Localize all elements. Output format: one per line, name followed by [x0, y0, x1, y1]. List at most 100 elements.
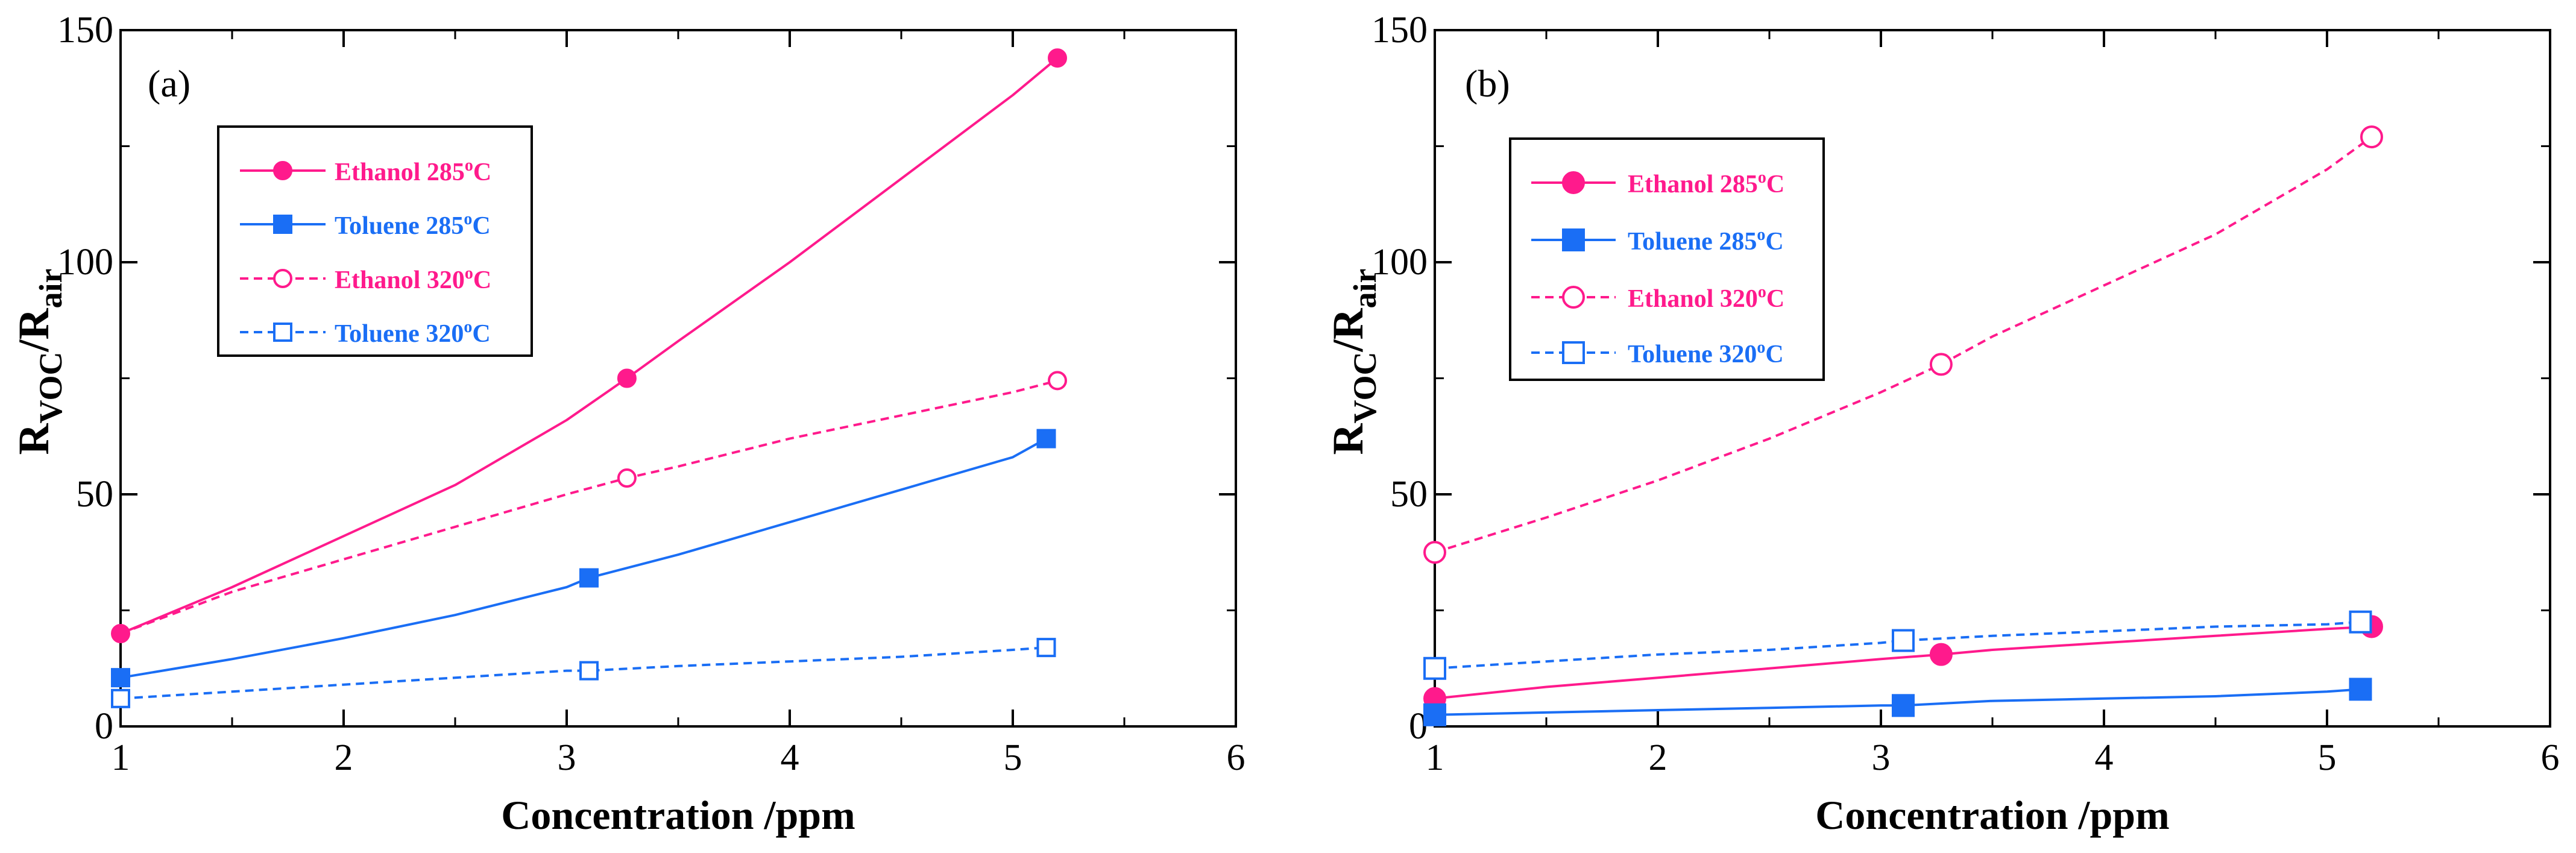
y-tick-label: 100: [57, 242, 113, 283]
legend-entry-degree: o: [464, 318, 472, 336]
legend-entry-unit: C: [473, 159, 491, 186]
x-tick-label: 2: [335, 737, 353, 778]
series-toluene-320-dashed: [111, 638, 1056, 708]
x-axis-label: Concentration /ppm: [501, 792, 855, 838]
x-tick-label: 5: [2318, 737, 2337, 778]
filled-circle-marker: [1048, 48, 1067, 68]
y-tick-label: 150: [1371, 10, 1428, 51]
legend-entry-label: Toluene 285oC: [1628, 225, 1784, 256]
open-square-marker: [1036, 638, 1056, 658]
x-tick-label: 3: [1872, 737, 1891, 778]
filled-square-marker: [111, 668, 130, 688]
series-toluene-285: [111, 429, 1056, 688]
x-axis-label: Concentration /ppm: [1815, 792, 2169, 838]
series-ethanol-320-dashed: [120, 371, 1067, 635]
legend-entry-label: Toluene 320oC: [1628, 338, 1784, 368]
legend-entry-name: Ethanol 285: [335, 159, 465, 186]
open-square-marker: [1892, 629, 1915, 652]
y-axis-label: RVOC/Rair: [1324, 269, 1383, 455]
series-line: [120, 379, 1058, 635]
series-line: [120, 646, 1047, 700]
series-line: [120, 437, 1047, 679]
open-circle-marker: [617, 468, 637, 488]
legend-entry-label: Ethanol 285oC: [335, 156, 491, 186]
legend-box: [217, 125, 533, 357]
y-tick-label: 100: [1371, 242, 1428, 283]
x-tick-label: 4: [781, 737, 799, 778]
open-circle-marker: [1048, 371, 1067, 391]
legend-entry-degree: o: [1757, 338, 1765, 357]
open-square-marker: [273, 323, 292, 342]
open-circle-marker: [273, 269, 292, 288]
y-axis-label: RVOC/Rair: [10, 269, 69, 455]
legend-entry-name: Toluene 320: [335, 320, 464, 348]
x-tick-label: 5: [1004, 737, 1022, 778]
filled-square-marker: [273, 215, 292, 234]
legend-entry-label: Ethanol 320oC: [1628, 283, 1784, 313]
legend-entry-degree: o: [1758, 168, 1766, 187]
y-label-main: R: [1324, 423, 1372, 455]
series-toluene-320-dashed: [1423, 610, 2372, 680]
filled-circle-marker: [273, 161, 292, 180]
legend-entry-name: Ethanol 285: [1628, 171, 1758, 198]
open-square-marker: [1562, 341, 1585, 364]
legend-entry-unit: C: [1766, 171, 1784, 198]
legend-entry-unit: C: [1765, 341, 1783, 368]
filled-square-marker: [579, 568, 599, 588]
legend-entry-name: Ethanol 320: [1628, 285, 1758, 313]
open-square-marker: [1423, 656, 1446, 680]
x-tick-label: 3: [558, 737, 576, 778]
legend-entry-degree: o: [1757, 225, 1765, 244]
filled-square-marker: [1423, 703, 1446, 726]
y-label-main: R: [10, 423, 58, 455]
y-tick-label: 150: [57, 10, 113, 51]
panel-label: (b): [1465, 62, 1510, 105]
filled-square-marker: [1892, 694, 1915, 717]
y-label-sub-voc: VOC: [1347, 352, 1383, 424]
series-line: [1434, 136, 2373, 554]
chart-panel-a: 1 2 3 4 5 6 0 50 100 150 (a) Concentration /ppm RVOC…: [10, 10, 1245, 838]
y-label-mid: /R: [1324, 308, 1372, 353]
x-tick-label: 4: [2095, 737, 2114, 778]
filled-circle-marker: [1562, 171, 1585, 194]
legend-entry-unit: C: [472, 212, 490, 240]
open-square-marker: [2349, 610, 2372, 634]
filled-circle-marker: [1929, 643, 1953, 666]
legend-entry-degree: o: [465, 156, 473, 175]
y-label-mid: /R: [10, 308, 58, 353]
legend-entry-name: Toluene 285: [335, 212, 464, 240]
legend-entry-unit: C: [472, 320, 490, 348]
open-circle-marker: [1423, 541, 1446, 564]
legend-box: [1509, 137, 1825, 381]
filled-square-marker: [1562, 228, 1585, 251]
legend-entry-label: Toluene 320oC: [335, 318, 491, 348]
legend-entry-label: Ethanol 285oC: [1628, 168, 1784, 198]
legend-entry-degree: o: [465, 264, 473, 283]
series-line: [1434, 620, 2361, 670]
y-label-sub-air: air: [33, 269, 69, 309]
open-square-marker: [579, 661, 599, 681]
y-tick-label: 0: [95, 706, 113, 747]
y-label-sub-air: air: [1347, 269, 1383, 309]
y-tick-label: 50: [76, 474, 113, 515]
series-ethanol-320-dashed: [1423, 125, 2383, 564]
open-circle-marker: [2360, 125, 2383, 149]
filled-circle-marker: [617, 368, 637, 388]
filled-square-marker: [2349, 678, 2372, 701]
x-tick-label: 2: [1649, 737, 1667, 778]
legend-entry-name: Toluene 320: [1628, 341, 1757, 368]
x-tick-label: 1: [1426, 737, 1444, 778]
x-tick-label: 6: [1227, 737, 1245, 778]
legend-entry-name: Ethanol 320: [335, 266, 465, 294]
legend-entry-unit: C: [1766, 285, 1784, 313]
y-tick-label: 50: [1390, 474, 1428, 515]
series-toluene-285: [1423, 678, 2372, 726]
open-square-marker: [111, 688, 130, 708]
legend-entry-degree: o: [1758, 283, 1766, 301]
open-circle-marker: [1929, 353, 1953, 376]
filled-square-marker: [1036, 429, 1056, 449]
